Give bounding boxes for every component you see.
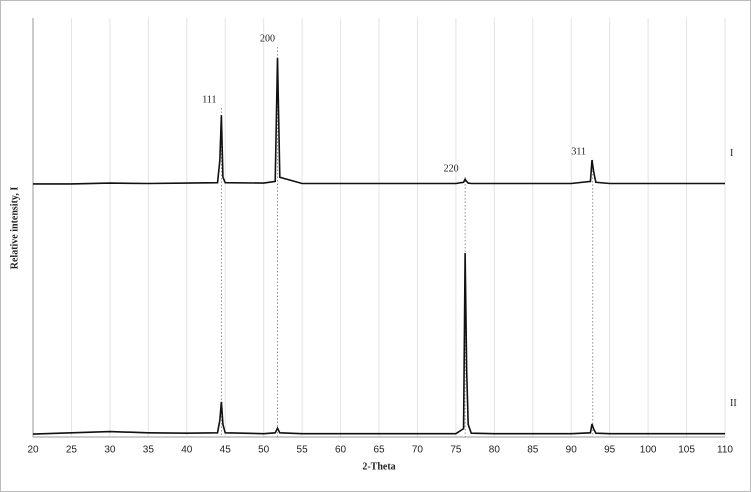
x-tick-label: 50 — [258, 445, 270, 456]
x-tick-label: 20 — [27, 445, 39, 456]
series-line — [33, 57, 725, 185]
x-tick-label: 105 — [678, 445, 695, 456]
x-tick-label: 75 — [450, 445, 462, 456]
x-tick-label: 65 — [373, 445, 385, 456]
x-tick-label: 80 — [489, 445, 501, 456]
x-tick-label: 100 — [640, 445, 657, 456]
x-tick-label: 70 — [412, 445, 424, 456]
peak-label: 111 — [202, 94, 216, 105]
x-tick-label: 60 — [335, 445, 347, 456]
x-tick-label: 85 — [527, 445, 539, 456]
peak-label: 311 — [571, 146, 586, 157]
x-tick-label: 45 — [220, 445, 232, 456]
series-line — [32, 253, 725, 435]
x-tick-label: 40 — [181, 445, 193, 456]
x-tick-label: 90 — [566, 445, 578, 456]
peak-label: 200 — [260, 33, 275, 44]
peak-label: 220 — [444, 163, 459, 174]
curve-label: I — [730, 148, 733, 159]
x-tick-label: 25 — [66, 445, 78, 456]
x-axis-label: 2-Theta — [362, 461, 395, 472]
x-tick-label: 110 — [717, 445, 733, 456]
x-tick-label: 30 — [104, 445, 116, 456]
y-axis-label: Relative intensity, I — [9, 187, 20, 270]
x-tick-label: 55 — [297, 445, 309, 456]
x-tick-label: 95 — [604, 445, 616, 456]
x-tick-label: 35 — [143, 445, 155, 456]
curve-label: II — [730, 398, 737, 409]
